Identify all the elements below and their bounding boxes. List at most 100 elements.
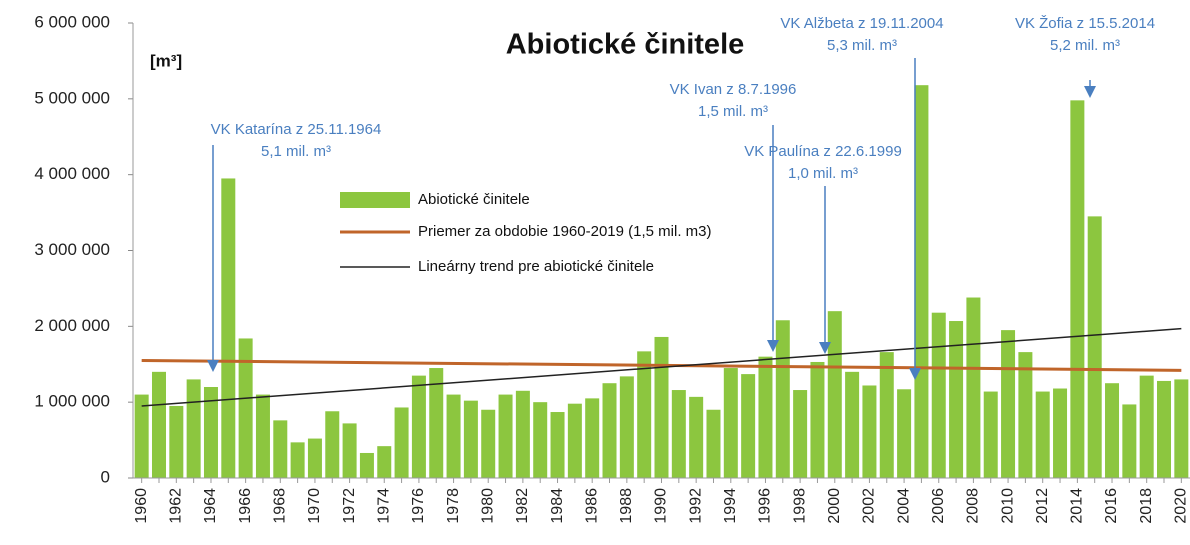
annotation-text: 1,0 mil. m³	[788, 165, 858, 182]
x-tick-label: 2020	[1173, 488, 1190, 524]
y-tick-label: 4 000 000	[34, 164, 110, 183]
legend-label: Lineárny trend pre abiotické činitele	[418, 258, 654, 275]
bar	[134, 394, 149, 478]
bar	[273, 420, 288, 478]
bar	[1139, 375, 1154, 478]
x-tick-label: 1986	[583, 488, 600, 524]
x-tick-label: 1968	[272, 488, 289, 524]
x-tick-label: 1988	[618, 488, 635, 524]
annotation-text: VK Žofia z 15.5.2014	[1015, 15, 1155, 32]
bar	[342, 423, 357, 478]
bar	[290, 442, 305, 478]
x-tick-label: 2006	[930, 488, 947, 524]
annotation-arrowhead	[909, 368, 921, 380]
bar	[845, 371, 860, 478]
annotation-text: 5,1 mil. m³	[261, 143, 331, 160]
bar	[897, 389, 912, 478]
x-tick-label: 1998	[791, 488, 808, 524]
bar	[238, 338, 253, 478]
bar	[1174, 379, 1189, 478]
annotation-text: VK Katarína z 25.11.1964	[211, 121, 382, 138]
bar	[706, 409, 721, 478]
bar	[602, 383, 617, 478]
bar	[775, 320, 790, 478]
x-tick-label: 1960	[133, 488, 150, 524]
bar	[550, 412, 565, 478]
bar	[914, 85, 929, 478]
annotation-text: 1,5 mil. m³	[698, 103, 768, 120]
bar	[203, 387, 218, 478]
legend-label: Abiotické činitele	[418, 191, 530, 208]
x-tick-label: 2016	[1103, 488, 1120, 524]
bar	[654, 336, 669, 478]
x-tick-label: 2008	[965, 488, 982, 524]
annotation-text: VK Alžbeta z 19.11.2004	[780, 15, 943, 32]
x-tick-label: 1990	[653, 488, 670, 524]
x-tick-label: 1984	[549, 488, 566, 524]
bar	[1001, 330, 1016, 478]
x-tick-label: 1994	[722, 488, 739, 524]
x-tick-label: 1966	[237, 488, 254, 524]
bar	[1087, 216, 1102, 478]
y-tick-label: 0	[101, 467, 110, 486]
bar	[221, 178, 236, 479]
bar	[394, 407, 409, 478]
bar	[481, 409, 496, 478]
y-tick-label: 3 000 000	[34, 240, 110, 259]
x-tick-label: 2000	[826, 488, 843, 524]
bar	[255, 394, 270, 478]
x-tick-label: 1976	[410, 488, 427, 524]
bar	[689, 396, 704, 478]
annotation-text: VK Ivan z 8.7.1996	[670, 81, 797, 98]
bar	[585, 398, 600, 478]
bar	[1157, 380, 1172, 478]
y-tick-label: 1 000 000	[34, 392, 110, 411]
bar	[931, 312, 946, 478]
bar	[377, 446, 392, 478]
bar	[463, 400, 478, 478]
bar	[1070, 100, 1085, 478]
bar	[1035, 391, 1050, 478]
bar	[515, 390, 530, 478]
x-tick-label: 1978	[445, 488, 462, 524]
bar	[741, 374, 756, 478]
bar	[1105, 383, 1120, 478]
x-tick-label: 1970	[306, 488, 323, 524]
bar	[1018, 352, 1033, 478]
bar	[533, 402, 548, 478]
x-tick-label: 1982	[514, 488, 531, 524]
bar	[949, 321, 964, 478]
x-tick-label: 1964	[202, 488, 219, 524]
y-tick-label: 2 000 000	[34, 316, 110, 335]
bar	[151, 371, 166, 478]
chart-title: Abiotické činitele	[506, 29, 745, 61]
bar	[186, 379, 201, 478]
bar	[169, 405, 184, 478]
bar	[723, 368, 738, 478]
bar	[619, 376, 634, 478]
annotation-arrowhead	[819, 342, 831, 354]
x-tick-label: 1974	[375, 488, 392, 524]
bar	[498, 394, 513, 478]
bar	[359, 452, 374, 478]
x-tick-label: 2004	[895, 488, 912, 524]
bar	[411, 375, 426, 478]
bar	[429, 368, 444, 478]
bar	[1122, 404, 1137, 478]
annotation-text: 5,3 mil. m³	[827, 37, 897, 54]
bar	[758, 356, 773, 478]
bar	[879, 352, 894, 478]
bar	[966, 297, 981, 478]
line	[141, 358, 1182, 372]
annotation-text: 5,2 mil. m³	[1050, 37, 1120, 54]
bar	[325, 411, 340, 478]
bar	[810, 361, 825, 478]
bar	[307, 438, 322, 478]
annotation-text: VK Paulína z 22.6.1999	[744, 143, 902, 160]
bar	[637, 351, 652, 478]
bar	[567, 403, 582, 478]
bar	[446, 394, 461, 478]
x-tick-label: 2002	[861, 488, 878, 524]
bar	[862, 385, 877, 478]
